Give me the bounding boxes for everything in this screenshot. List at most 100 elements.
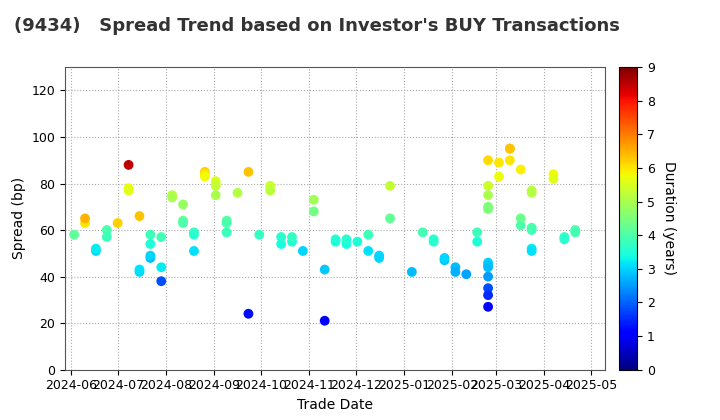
Point [221, 218, 233, 224]
Point [177, 218, 189, 224]
Point [123, 162, 135, 168]
Point [482, 203, 494, 210]
Point [450, 264, 462, 270]
Point [166, 192, 178, 199]
Point [308, 197, 320, 203]
Point [275, 241, 287, 247]
Y-axis label: Spread (bp): Spread (bp) [12, 177, 26, 260]
Point [134, 268, 145, 275]
Point [526, 227, 537, 234]
Point [275, 234, 287, 240]
Point [461, 271, 472, 278]
Point [482, 206, 494, 213]
Point [472, 238, 483, 245]
Point [90, 245, 102, 252]
Point [166, 194, 178, 201]
Point [188, 231, 199, 238]
Point [526, 245, 537, 252]
Point [297, 248, 309, 255]
Point [145, 231, 156, 238]
Point [199, 173, 211, 180]
Point [134, 266, 145, 273]
Point [134, 213, 145, 219]
Point [504, 145, 516, 152]
Point [482, 292, 494, 299]
Point [515, 222, 526, 229]
Point [253, 231, 265, 238]
Point [112, 220, 123, 226]
Point [145, 252, 156, 259]
Point [287, 238, 298, 245]
Point [526, 224, 537, 231]
Point [504, 157, 516, 164]
Point [548, 176, 559, 182]
Point [308, 208, 320, 215]
Point [351, 238, 363, 245]
Point [526, 248, 537, 255]
Point [438, 257, 450, 264]
Point [319, 318, 330, 324]
Point [287, 234, 298, 240]
Point [570, 227, 581, 234]
Point [90, 248, 102, 255]
Point [374, 252, 385, 259]
Point [188, 229, 199, 236]
Point [472, 229, 483, 236]
Point [482, 303, 494, 310]
Point [199, 168, 211, 175]
Point [406, 268, 418, 275]
Point [264, 187, 276, 194]
Point [68, 231, 80, 238]
Point [210, 178, 222, 184]
Point [156, 234, 167, 240]
Point [548, 171, 559, 178]
Point [264, 182, 276, 189]
Point [101, 234, 112, 240]
Point [493, 173, 505, 180]
Point [243, 310, 254, 317]
Point [341, 241, 352, 247]
Point [515, 166, 526, 173]
Text: (9434)   Spread Trend based on Investor's BUY Transactions: (9434) Spread Trend based on Investor's … [14, 17, 620, 35]
Point [482, 273, 494, 280]
Point [79, 220, 91, 226]
Point [482, 192, 494, 199]
Point [526, 187, 537, 194]
Point [438, 255, 450, 261]
Point [428, 238, 439, 245]
Point [515, 215, 526, 222]
Point [177, 220, 189, 226]
Point [362, 231, 374, 238]
Point [156, 264, 167, 270]
Point [504, 145, 516, 152]
Point [374, 255, 385, 261]
Y-axis label: Duration (years): Duration (years) [662, 161, 676, 276]
Point [330, 238, 341, 245]
Point [221, 220, 233, 226]
Point [493, 159, 505, 166]
Point [156, 278, 167, 285]
Point [330, 236, 341, 243]
Point [482, 259, 494, 266]
Point [482, 262, 494, 268]
Point [362, 248, 374, 255]
Point [177, 201, 189, 208]
Point [319, 266, 330, 273]
Point [559, 236, 570, 243]
Point [450, 268, 462, 275]
Point [526, 189, 537, 196]
Point [199, 171, 211, 178]
X-axis label: Trade Date: Trade Date [297, 398, 373, 412]
Point [341, 236, 352, 243]
Point [243, 168, 254, 175]
Point [482, 264, 494, 270]
Point [145, 255, 156, 261]
Point [210, 182, 222, 189]
Point [482, 157, 494, 164]
Point [188, 248, 199, 255]
Point [417, 229, 428, 236]
Point [559, 234, 570, 240]
Point [221, 229, 233, 236]
Point [232, 189, 243, 196]
Point [482, 285, 494, 291]
